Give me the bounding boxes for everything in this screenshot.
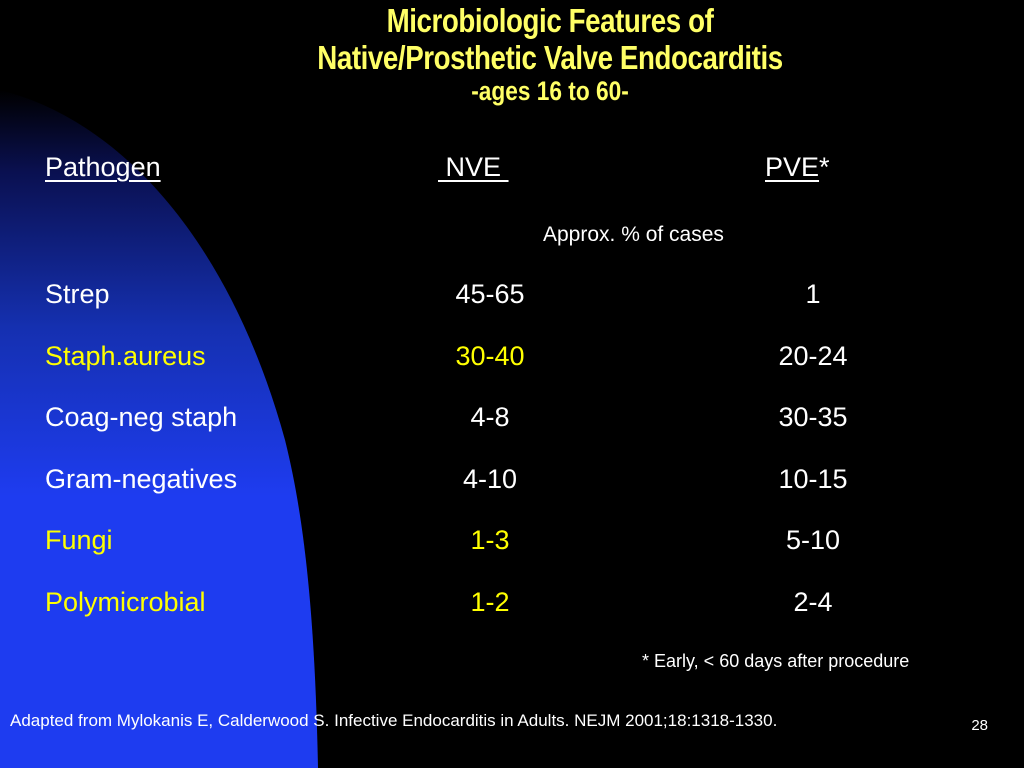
cell-pve: 20-24 — [778, 341, 848, 371]
slide-title: Microbiologic Features of Native/Prosthe… — [0, 2, 1024, 106]
title-line-2: Native/Prosthetic Valve Endocarditis — [317, 39, 783, 76]
title-line-1: Microbiologic Features of — [386, 2, 714, 39]
cell-pathogen: Polymicrobial — [45, 587, 206, 617]
cell-nve: 30-40 — [455, 341, 525, 371]
cell-pathogen: Coag-neg staph — [45, 402, 238, 432]
cell-pve: 1 — [805, 279, 821, 309]
cell-pve: 10-15 — [778, 464, 848, 494]
cell-nve: 1-2 — [470, 587, 510, 617]
cell-nve: 1-3 — [470, 525, 510, 555]
unit-note: Approx. % of cases — [543, 223, 724, 246]
cell-pve: 5-10 — [785, 525, 841, 555]
header-pve-group: PVE* — [765, 151, 830, 183]
header-pve: PVE — [765, 152, 820, 182]
cell-pathogen: Gram-negatives — [45, 464, 238, 494]
page-number: 28 — [971, 717, 988, 734]
cell-pve: 2-4 — [793, 587, 833, 617]
cell-nve: 45-65 — [455, 279, 525, 309]
cell-pathogen: Staph.aureus — [45, 341, 206, 371]
title-subtitle: -ages 16 to 60- — [471, 76, 629, 106]
cell-pathogen: Strep — [45, 279, 110, 309]
header-pve-mark: * — [819, 152, 830, 182]
cell-nve: 4-8 — [470, 402, 510, 432]
source-citation: Adapted from Mylokanis E, Calderwood S. … — [10, 711, 778, 730]
footnote: * Early, < 60 days after procedure — [642, 651, 910, 671]
cell-nve: 4-10 — [462, 464, 518, 494]
header-pathogen: Pathogen — [45, 152, 161, 182]
cell-pve: 30-35 — [778, 402, 848, 432]
header-nve: NVE — [438, 152, 509, 182]
cell-pathogen: Fungi — [45, 525, 113, 555]
